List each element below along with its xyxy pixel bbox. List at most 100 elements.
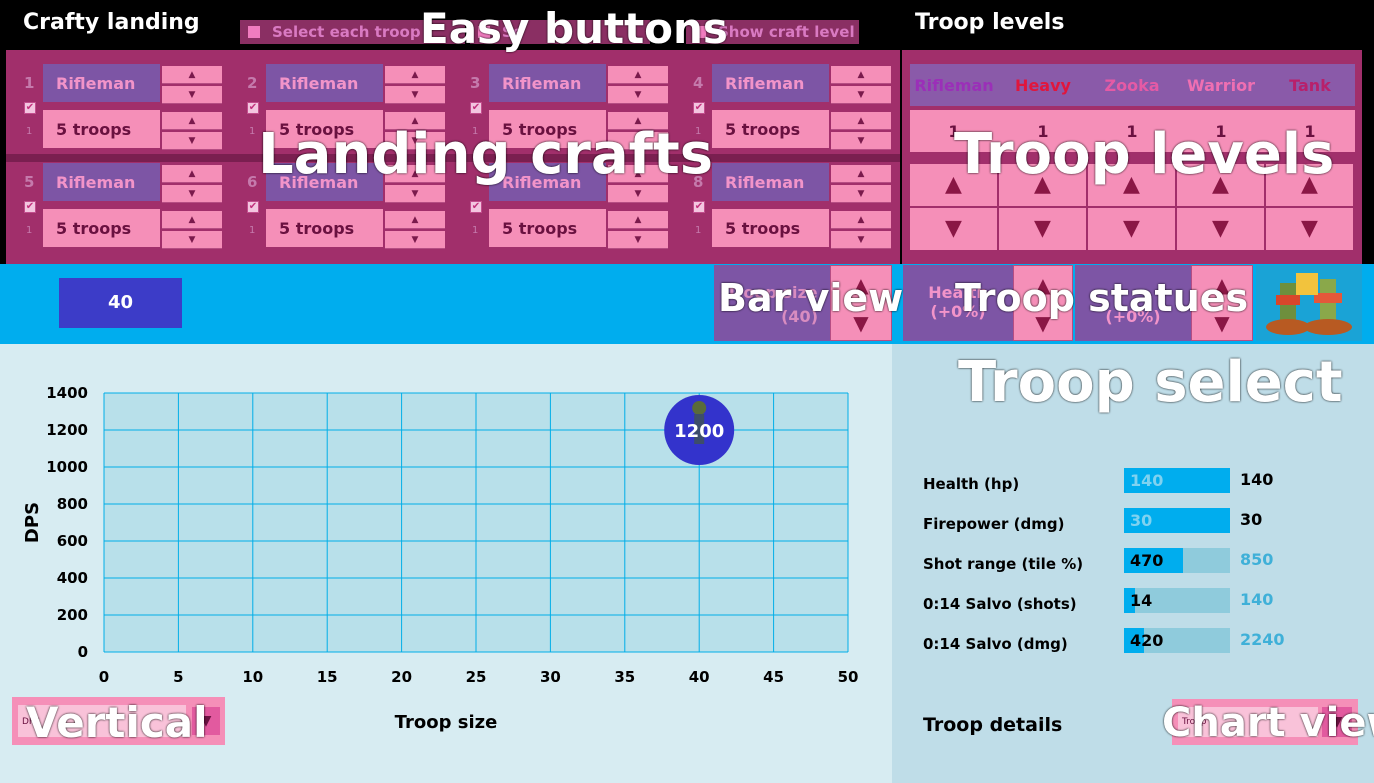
craft-troop-name: Rifleman [266, 64, 383, 102]
troop-count-down-icon[interactable]: ▼ [608, 231, 668, 249]
craft-checkbox[interactable]: ✔ [247, 102, 259, 114]
troop-type-down-icon[interactable]: ▼ [608, 86, 668, 104]
troop-type-up-icon[interactable]: ▲ [831, 165, 891, 183]
troop-size-up-icon[interactable]: ▲ [853, 273, 869, 297]
troop-count-up-icon[interactable]: ▲ [608, 211, 668, 229]
level-down-icon[interactable]: ▼ [910, 208, 997, 250]
troop-type-up-icon[interactable]: ▲ [831, 66, 891, 84]
troop-type-down-icon[interactable]: ▼ [608, 185, 668, 203]
stat-bar-fill [1124, 508, 1230, 533]
app-title: Crafty landing [23, 10, 200, 35]
troop-count-up-icon[interactable]: ▲ [831, 112, 891, 130]
level-down-icon[interactable]: ▼ [1177, 208, 1264, 250]
craft-troop-count: 5 troops [43, 209, 160, 247]
level-up-icon[interactable]: ▲ [910, 164, 997, 206]
troop-type-header: Heavy [1015, 76, 1071, 95]
health-down-icon[interactable]: ▼ [1035, 311, 1051, 335]
y-tick-label: 1200 [46, 421, 88, 439]
troop-count-up-icon[interactable]: ▲ [162, 112, 222, 130]
troop-count-up-icon[interactable]: ▲ [831, 211, 891, 229]
stat-label: Shot range (tile %) [923, 555, 1084, 573]
troop-count-up-icon[interactable]: ▲ [608, 112, 668, 130]
level-up-icon[interactable]: ▲ [1088, 164, 1175, 206]
bar-value-box: 40 [59, 278, 182, 328]
troop-type-up-icon[interactable]: ▲ [162, 165, 222, 183]
chevron-down-icon[interactable]: ▼ [192, 707, 220, 735]
troop-type-header: Warrior [1186, 76, 1256, 95]
chevron-down-icon[interactable]: ▼ [1322, 707, 1352, 737]
craft-level: 1 [695, 225, 702, 236]
select-button-2[interactable]: Se [470, 20, 650, 44]
troop-count-up-icon[interactable]: ▲ [385, 112, 445, 130]
troop-type-down-icon[interactable]: ▼ [385, 185, 445, 203]
level-down-icon[interactable]: ▼ [999, 208, 1086, 250]
health-statue-value: (+0%) [930, 302, 986, 321]
troop-count-up-icon[interactable]: ▲ [162, 211, 222, 229]
damage-statue-spinner[interactable]: ▲ ▼ [1191, 265, 1253, 341]
health-statue-label: Health [928, 283, 988, 302]
troop-count-down-icon[interactable]: ▼ [831, 231, 891, 249]
level-up-icon[interactable]: ▲ [1266, 164, 1353, 206]
stat-value: 14 [1130, 591, 1153, 610]
troop-type-down-icon[interactable]: ▼ [831, 86, 891, 104]
troop-type-header: Rifleman [914, 76, 994, 95]
craft-checkbox[interactable]: ✔ [470, 201, 482, 213]
health-up-icon[interactable]: ▲ [1035, 273, 1051, 297]
troop-type-down-icon[interactable]: ▼ [385, 86, 445, 104]
troop-size-box: Troop size (40) [714, 265, 830, 341]
craft-checkbox[interactable]: ✔ [24, 102, 36, 114]
select-each-troop-button[interactable]: Select each troop [240, 20, 465, 44]
troop-count-down-icon[interactable]: ▼ [831, 132, 891, 150]
vertical-dropdown[interactable]: DPS ▼ [12, 697, 225, 745]
troop-count-down-icon[interactable]: ▼ [608, 132, 668, 150]
statue-image [1256, 265, 1362, 341]
stat-value: 30 [1130, 511, 1153, 530]
troop-type-up-icon[interactable]: ▲ [385, 165, 445, 183]
stat-label: Health (hp) [923, 475, 1020, 493]
damage-up-icon[interactable]: ▲ [1214, 273, 1230, 297]
data-label: 1200 [674, 421, 724, 442]
stat-max-value: 140 [1240, 470, 1274, 489]
craft-checkbox[interactable]: ✔ [24, 201, 36, 213]
craft-troop-count: 5 troops [712, 209, 829, 247]
craft-number: 4 [693, 74, 704, 92]
troop-count-up-icon[interactable]: ▲ [385, 211, 445, 229]
craft-checkbox[interactable]: ✔ [247, 201, 259, 213]
troop-size-spinner[interactable]: ▲ ▼ [830, 265, 892, 341]
troop-size-down-icon[interactable]: ▼ [853, 311, 869, 335]
level-up-icon[interactable]: ▲ [1177, 164, 1264, 206]
overlay-troop-statues: Troop statues [955, 276, 1249, 320]
troop-type-up-icon[interactable]: ▲ [385, 66, 445, 84]
show-craft-level-button[interactable]: Show craft level [686, 20, 859, 44]
damage-statue-value: (+0%) [1105, 307, 1161, 326]
health-statue-spinner[interactable]: ▲ ▼ [1013, 265, 1073, 341]
craft-number: 5 [24, 173, 35, 191]
troop-type-down-icon[interactable]: ▼ [162, 185, 222, 203]
x-tick-label: 25 [466, 668, 487, 686]
chart-view-dropdown[interactable]: Troop ▼ [1172, 699, 1358, 745]
y-tick-label: 400 [57, 569, 88, 587]
stat-label: 0:14 Salvo (shots) [923, 595, 1077, 613]
damage-down-icon[interactable]: ▼ [1214, 311, 1230, 335]
craft-checkbox[interactable]: ✔ [470, 102, 482, 114]
craft-number: 8 [693, 173, 704, 191]
troop-type-up-icon[interactable]: ▲ [608, 165, 668, 183]
troop-count-down-icon[interactable]: ▼ [385, 132, 445, 150]
craft-number: 6 [247, 173, 258, 191]
troop-count-down-icon[interactable]: ▼ [162, 231, 222, 249]
troop-count-down-icon[interactable]: ▼ [162, 132, 222, 150]
craft-checkbox[interactable]: ✔ [693, 201, 705, 213]
troop-type-down-icon[interactable]: ▼ [162, 86, 222, 104]
troop-type-up-icon[interactable]: ▲ [162, 66, 222, 84]
troop-count-down-icon[interactable]: ▼ [385, 231, 445, 249]
troop-type-up-icon[interactable]: ▲ [608, 66, 668, 84]
level-down-icon[interactable]: ▼ [1266, 208, 1353, 250]
overlay-troop-select: Troop select [958, 350, 1343, 415]
level-down-icon[interactable]: ▼ [1088, 208, 1175, 250]
vertical-dropdown-value: DPS [18, 705, 186, 737]
x-tick-label: 10 [242, 668, 263, 686]
stat-bar-fill [1124, 588, 1135, 613]
craft-checkbox[interactable]: ✔ [693, 102, 705, 114]
level-up-icon[interactable]: ▲ [999, 164, 1086, 206]
troop-type-down-icon[interactable]: ▼ [831, 185, 891, 203]
